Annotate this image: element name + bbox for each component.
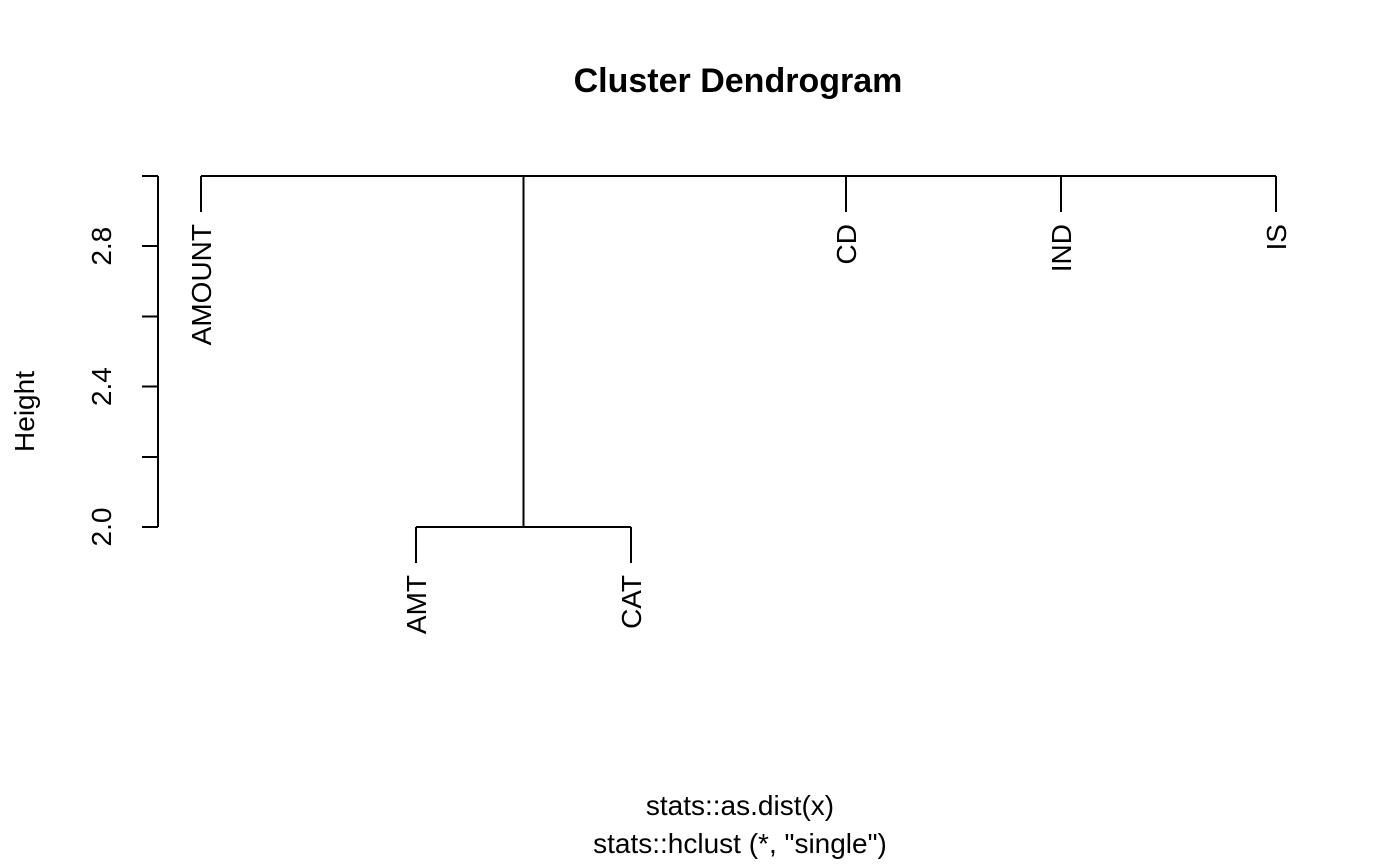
y-axis: 2.0 2.4 2.8 xyxy=(86,175,159,547)
dendrogram-branches xyxy=(200,175,1277,563)
chart-title: Cluster Dendrogram xyxy=(574,62,903,100)
leaf-label: AMT xyxy=(401,575,432,634)
y-tick-label: 2.4 xyxy=(86,367,117,406)
chart-subtitle: stats::hclust (*, "single") xyxy=(593,828,887,859)
x-axis-label: stats::as.dist(x) xyxy=(646,790,834,821)
y-tick-label: 2.0 xyxy=(86,508,117,547)
leaf-label: AMOUNT xyxy=(186,224,217,345)
y-tick-label: 2.8 xyxy=(86,227,117,266)
y-axis-label: Height xyxy=(9,371,40,452)
leaf-label: CAT xyxy=(616,575,647,629)
leaf-label: IND xyxy=(1046,224,1077,272)
leaf-label: IS xyxy=(1261,224,1292,250)
leaf-label: CD xyxy=(831,224,862,264)
leaf-labels: AMOUNT AMT CAT CD IND IS xyxy=(186,224,1292,634)
